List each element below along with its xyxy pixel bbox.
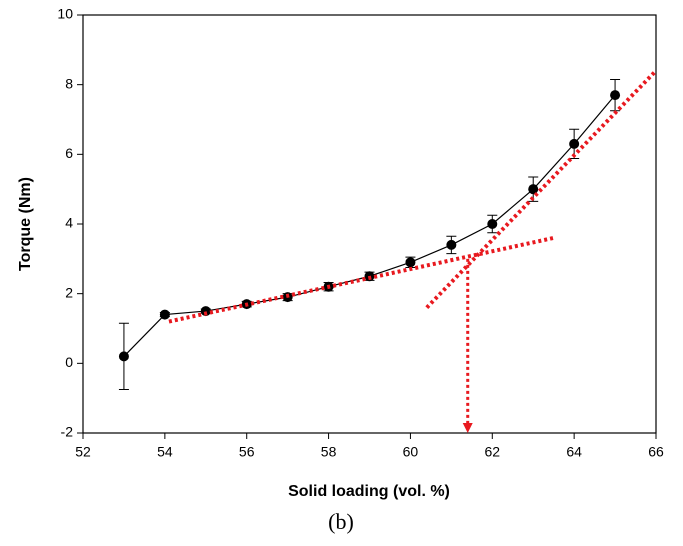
data-point <box>405 257 416 268</box>
caption: (b) <box>328 509 354 534</box>
x-tick-label: 62 <box>484 444 500 460</box>
data-point <box>200 306 211 317</box>
plot-frame <box>82 14 657 434</box>
y-tick-label: 10 <box>57 6 73 22</box>
x-tick-label: 66 <box>648 444 664 460</box>
x-tick-label: 58 <box>321 444 337 460</box>
y-tick-label: 2 <box>65 284 73 300</box>
y-tick-label: 6 <box>65 145 73 161</box>
data-point <box>610 90 621 101</box>
y-tick-label: 0 <box>65 354 73 370</box>
y-axis-label: Torque (Nm) <box>17 177 34 271</box>
data-point <box>446 239 457 250</box>
x-tick-label: 56 <box>239 444 255 460</box>
data-point <box>487 219 498 229</box>
x-axis-label: Solid loading (vol. %) <box>288 483 450 500</box>
y-tick-label: -2 <box>61 424 74 440</box>
x-tick-label: 52 <box>75 444 91 460</box>
fit-line <box>425 69 658 309</box>
x-tick-label: 54 <box>157 444 173 460</box>
x-tick-label: 64 <box>566 444 582 460</box>
arrow-head <box>462 423 473 433</box>
y-tick-label: 8 <box>65 75 73 91</box>
data-point <box>159 309 170 320</box>
data-point <box>118 351 129 362</box>
fit-line <box>168 235 555 324</box>
data-line <box>123 94 616 357</box>
y-tick-label: 4 <box>65 215 73 231</box>
data-point <box>528 184 539 195</box>
x-tick-label: 60 <box>403 444 419 460</box>
data-point <box>569 138 580 149</box>
